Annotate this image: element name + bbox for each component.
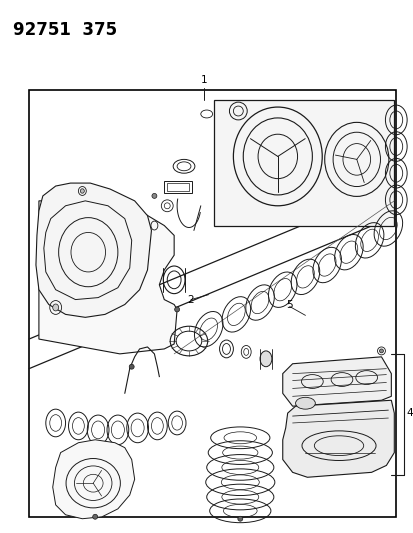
Text: 5: 5 [285,300,292,310]
Ellipse shape [379,349,382,353]
Text: 2: 2 [187,295,193,304]
Ellipse shape [295,397,315,409]
Ellipse shape [174,307,179,312]
Text: 4: 4 [405,408,412,418]
Polygon shape [52,440,134,519]
Ellipse shape [80,189,84,193]
Bar [167,183,188,191]
Text: 92751  375: 92751 375 [13,21,117,39]
Polygon shape [213,100,393,225]
Ellipse shape [259,351,271,367]
Polygon shape [282,357,390,406]
Bar [164,181,192,193]
Polygon shape [39,201,177,354]
Ellipse shape [237,516,242,521]
Ellipse shape [129,364,134,369]
Polygon shape [282,400,393,477]
Bar [29,90,395,517]
Text: 1: 1 [200,75,206,85]
Polygon shape [36,183,151,317]
Ellipse shape [152,193,157,198]
Ellipse shape [93,514,97,519]
Ellipse shape [52,304,59,311]
